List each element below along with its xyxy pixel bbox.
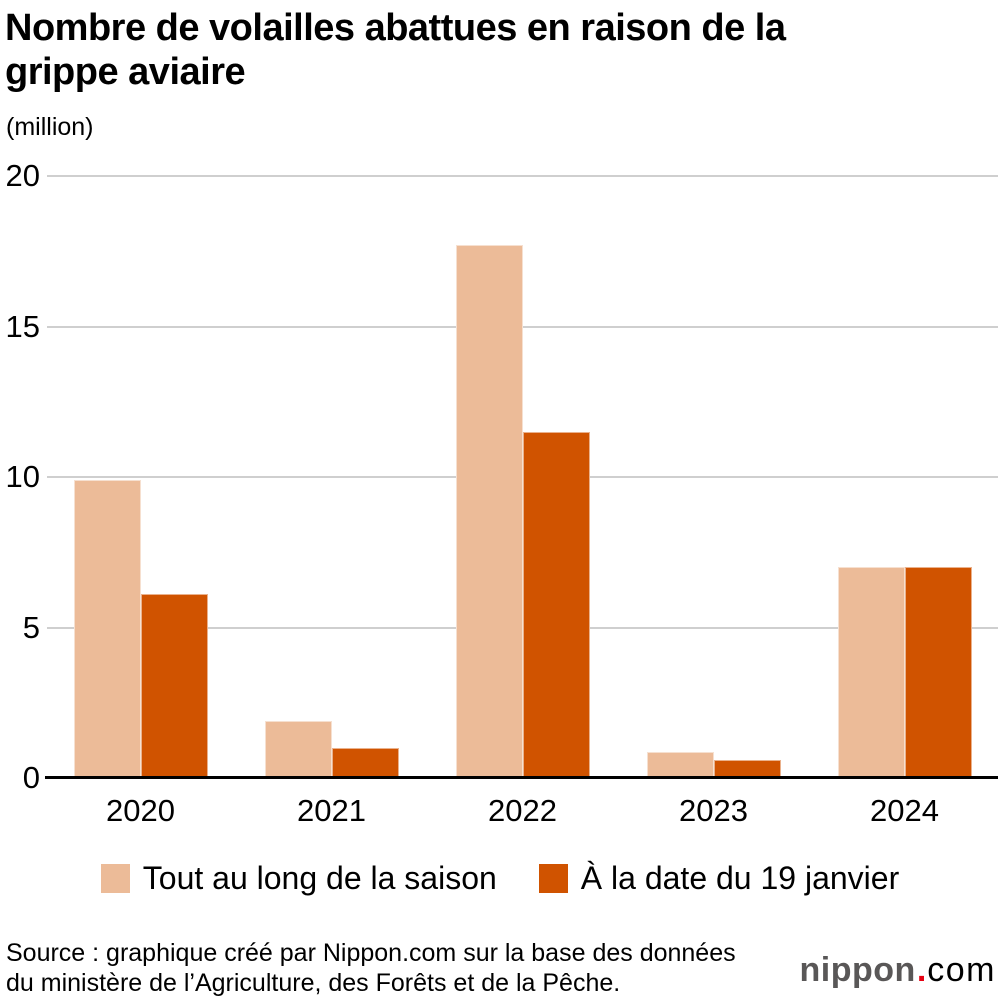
legend-item-season: Tout au long de la saison xyxy=(100,860,497,897)
x-axis-line xyxy=(45,776,998,779)
bar-season-2024 xyxy=(837,567,905,778)
legend-item-jan19: À la date du 19 janvier xyxy=(538,860,900,897)
y-axis-label-5: 5 xyxy=(22,609,40,645)
chart-title-line1: Nombre de volailles abattues en raison d… xyxy=(5,7,786,49)
x-axis-label-2021: 2021 xyxy=(297,793,366,828)
bar-jan19-2021 xyxy=(331,747,399,778)
chart-legend: Tout au long de la saison À la date du 1… xyxy=(0,860,1000,897)
bar-season-2023 xyxy=(646,752,714,778)
logo-word-nippon: nippon xyxy=(799,951,916,989)
x-axis-label-2020: 2020 xyxy=(106,793,175,828)
logo-dot: . xyxy=(916,951,927,989)
soundwave-icon xyxy=(755,951,791,989)
y-axis-label-10: 10 xyxy=(5,459,40,494)
y-axis-label-20: 20 xyxy=(5,158,40,193)
bar-season-2022 xyxy=(455,245,523,778)
bar-season-2020 xyxy=(73,480,141,778)
gridline-15 xyxy=(47,325,998,328)
legend-swatch-season xyxy=(100,864,130,893)
nippon-logo: nippon . com xyxy=(755,950,996,990)
nippon-logo-text: nippon . com xyxy=(800,950,996,990)
x-axis-label-2024: 2024 xyxy=(870,793,939,828)
bar-jan19-2022 xyxy=(522,431,590,778)
source-line2: du ministère de l’Agriculture, des Forêt… xyxy=(6,969,621,997)
y-axis-label-15: 15 xyxy=(5,308,40,344)
legend-swatch-jan19 xyxy=(538,864,568,893)
chart-title: Nombre de volailles abattues en raison d… xyxy=(5,6,965,94)
x-axis-label-2022: 2022 xyxy=(488,793,557,828)
gridline-20 xyxy=(47,175,998,177)
source-note: Source : graphique créé par Nippon.com s… xyxy=(6,938,736,998)
source-line1: Source : graphique créé par Nippon.com s… xyxy=(6,939,736,967)
y-axis-label-0: 0 xyxy=(22,760,40,795)
unit-label: (million) xyxy=(6,113,94,141)
logo-word-com: com xyxy=(927,951,996,989)
chart-title-line2: grippe aviaire xyxy=(5,51,246,93)
legend-label-season: Tout au long de la saison xyxy=(142,860,497,896)
legend-label-jan19: À la date du 19 janvier xyxy=(580,860,900,896)
bar-jan19-2024 xyxy=(904,567,972,778)
bar-jan19-2020 xyxy=(140,594,208,778)
x-axis-label-2023: 2023 xyxy=(679,793,748,828)
bar-season-2021 xyxy=(264,720,332,778)
